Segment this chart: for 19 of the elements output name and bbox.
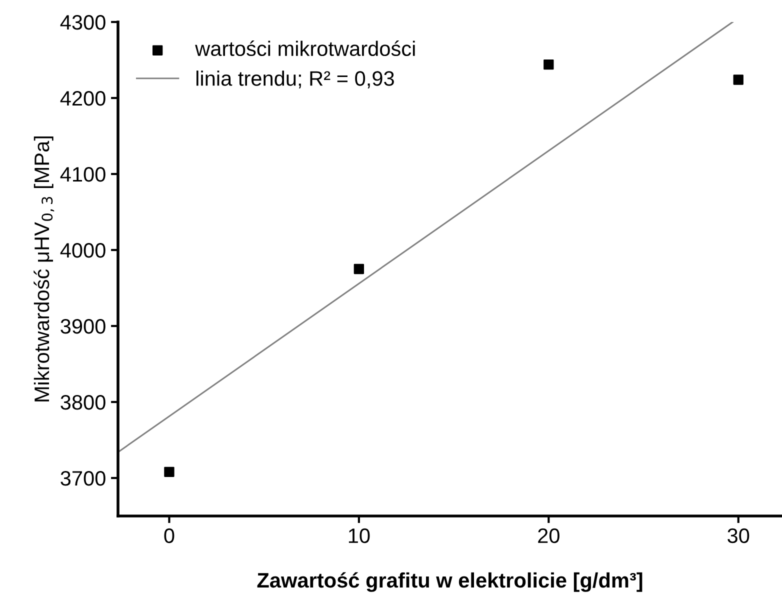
- point: [544, 59, 554, 70]
- legend-label: wartości mikrotwardości: [195, 40, 415, 56]
- x-tick-label: 20: [538, 528, 560, 544]
- y-tick-label: 3900: [60, 319, 106, 334]
- y-tick-label: 3800: [60, 395, 106, 410]
- legend-label: linia trendu; R² = 0,93: [196, 70, 394, 88]
- x-tick-label: 10: [348, 528, 370, 544]
- y-tick-label: 4100: [60, 167, 106, 182]
- point: [164, 466, 174, 478]
- x-tick-label: 30: [728, 528, 750, 544]
- x-axis-title: Zawartość grafitu w elektrolicie [g/dm³]: [257, 572, 642, 592]
- y-tick-label: 4200: [60, 91, 106, 106]
- x-tick-label: 0: [164, 528, 174, 544]
- y-axis-title: Mikrotwardość μHV$_{0,3}$ [MPa]: [34, 136, 54, 402]
- y-tick-label: 4300: [60, 15, 106, 30]
- y-tick-label: 4000: [60, 243, 106, 258]
- y-tick-label: 3700: [60, 471, 106, 486]
- point: [733, 74, 744, 85]
- point: [354, 264, 364, 274]
